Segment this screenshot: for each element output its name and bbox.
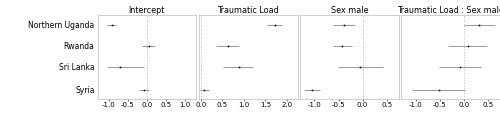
Title: Traumatic Load: Traumatic Load	[217, 6, 279, 15]
Text: Northern Uganda: Northern Uganda	[28, 21, 94, 30]
Text: Rwanda: Rwanda	[64, 42, 94, 51]
Title: Sex male: Sex male	[330, 6, 368, 15]
Title: Traumatic Load : Sex male: Traumatic Load : Sex male	[397, 6, 500, 15]
Text: Syria: Syria	[75, 86, 94, 95]
Text: Sri Lanka: Sri Lanka	[59, 63, 94, 72]
Title: Intercept: Intercept	[128, 6, 165, 15]
